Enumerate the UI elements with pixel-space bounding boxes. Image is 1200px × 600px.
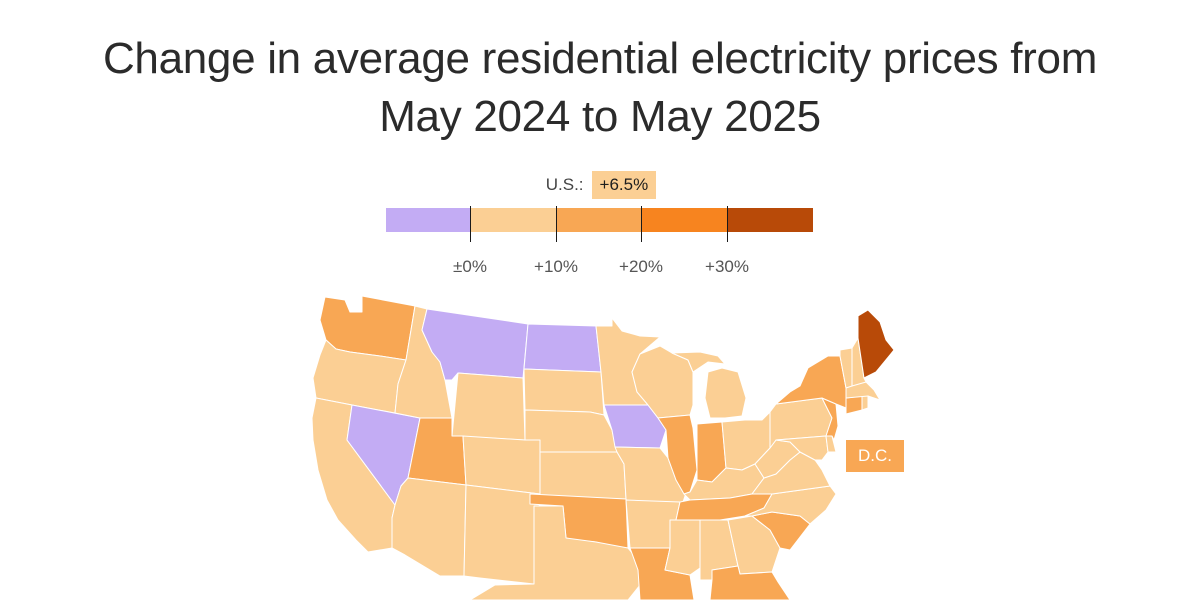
chart-title: Change in average residential electricit… — [0, 30, 1200, 146]
legend-tick — [470, 206, 471, 242]
state-ME — [857, 309, 895, 379]
state-ND — [523, 323, 602, 373]
legend-bin-above-30 — [727, 208, 814, 232]
state-CT — [845, 395, 863, 415]
legend-tick-label: +30% — [705, 257, 749, 276]
state-KS — [539, 451, 627, 500]
state-NH — [851, 337, 867, 387]
legend-tick-label: +20% — [619, 257, 663, 276]
legend-tick — [556, 206, 557, 242]
state-NM — [463, 484, 541, 585]
us-map-svg — [311, 295, 895, 600]
state-WI — [631, 345, 694, 419]
state-NJ — [821, 397, 839, 441]
state-RI — [861, 395, 869, 411]
state-VT — [839, 347, 853, 389]
state-MI — [671, 351, 747, 419]
state-AZ — [391, 477, 467, 577]
state-MS — [664, 519, 701, 576]
title-line-1: Change in average residential electricit… — [102, 34, 1098, 83]
state-CO — [462, 435, 541, 495]
legend-tick-label: ±0% — [453, 257, 487, 276]
legend-tick — [641, 206, 642, 242]
legend-tick — [727, 206, 728, 242]
legend-bin-20-30 — [642, 208, 728, 232]
legend-bin-below-zero — [386, 208, 472, 232]
us-average-label: U.S.: — [545, 175, 584, 194]
state-WY — [451, 372, 526, 441]
state-FL — [709, 565, 791, 600]
legend-bin-0-10 — [471, 208, 557, 232]
color-legend — [386, 208, 814, 232]
state-NC — [744, 485, 837, 525]
state-SD — [523, 368, 605, 416]
us-map — [300, 285, 900, 600]
legend-bin-10-20 — [556, 208, 643, 232]
dc-label-box: D.C. — [846, 440, 904, 472]
legend-tick-label: +10% — [534, 257, 578, 276]
us-average-value: +6.5% — [591, 171, 657, 199]
us-average: U.S.: +6.5% — [0, 171, 1200, 199]
title-line-2: May 2024 to May 2025 — [379, 92, 821, 141]
